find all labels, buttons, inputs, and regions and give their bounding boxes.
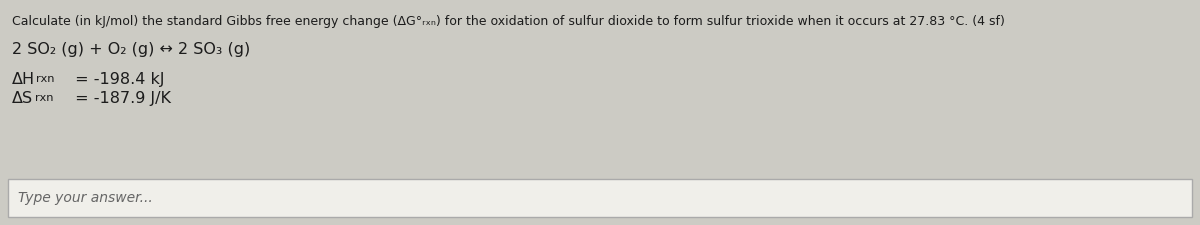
Text: Type your answer...: Type your answer...	[18, 191, 152, 205]
Text: rxn: rxn	[36, 74, 54, 84]
Text: 2 SO₂ (g) + O₂ (g) ↔ 2 SO₃ (g): 2 SO₂ (g) + O₂ (g) ↔ 2 SO₃ (g)	[12, 42, 251, 57]
FancyBboxPatch shape	[8, 179, 1192, 217]
Text: ΔS: ΔS	[12, 91, 34, 106]
Text: ΔH: ΔH	[12, 72, 35, 87]
Text: rxn: rxn	[35, 93, 54, 103]
Text: = -198.4 kJ: = -198.4 kJ	[70, 72, 164, 87]
Text: = -187.9 J/K: = -187.9 J/K	[70, 91, 172, 106]
Text: Calculate (in kJ/mol) the standard Gibbs free energy change (ΔG°ᵣₓₙ) for the oxi: Calculate (in kJ/mol) the standard Gibbs…	[12, 15, 1004, 28]
